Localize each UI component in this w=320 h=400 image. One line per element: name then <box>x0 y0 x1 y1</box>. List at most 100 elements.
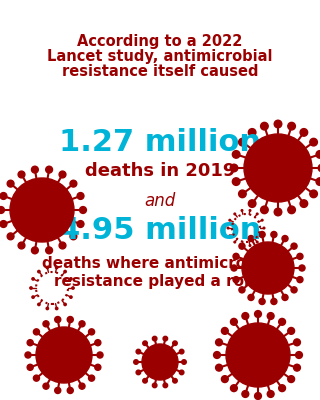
Circle shape <box>242 390 249 398</box>
Circle shape <box>293 339 300 346</box>
Circle shape <box>182 360 186 364</box>
Circle shape <box>25 352 31 358</box>
Circle shape <box>37 302 41 306</box>
Circle shape <box>279 385 285 392</box>
Circle shape <box>230 385 237 392</box>
Circle shape <box>297 276 303 283</box>
Circle shape <box>0 206 4 214</box>
Circle shape <box>71 286 75 290</box>
Circle shape <box>242 242 294 294</box>
Circle shape <box>213 352 220 358</box>
Circle shape <box>143 378 147 383</box>
Circle shape <box>300 129 308 136</box>
Circle shape <box>55 316 61 322</box>
Circle shape <box>249 209 252 212</box>
Circle shape <box>279 318 285 325</box>
Circle shape <box>293 364 300 371</box>
Circle shape <box>288 206 295 214</box>
Circle shape <box>288 122 295 130</box>
Circle shape <box>242 312 249 320</box>
Circle shape <box>142 344 178 380</box>
Circle shape <box>36 327 92 383</box>
Circle shape <box>231 265 237 271</box>
Circle shape <box>249 244 252 247</box>
Circle shape <box>55 306 59 310</box>
Circle shape <box>69 277 73 281</box>
Circle shape <box>55 266 59 270</box>
Circle shape <box>228 234 231 237</box>
Circle shape <box>248 129 256 136</box>
Circle shape <box>255 392 261 400</box>
Circle shape <box>316 151 320 158</box>
Text: Lancet study, antimicrobial: Lancet study, antimicrobial <box>47 49 273 64</box>
Circle shape <box>79 321 85 327</box>
Circle shape <box>67 316 73 322</box>
Text: deaths where antimicrobial: deaths where antimicrobial <box>42 256 278 271</box>
Circle shape <box>63 270 67 274</box>
Circle shape <box>261 219 264 222</box>
Circle shape <box>31 166 38 173</box>
Circle shape <box>232 151 240 158</box>
Circle shape <box>0 221 7 228</box>
Circle shape <box>95 364 101 370</box>
Text: resistance played a role.: resistance played a role. <box>54 274 266 289</box>
Circle shape <box>310 190 317 198</box>
Circle shape <box>221 328 228 334</box>
Circle shape <box>136 370 141 375</box>
Circle shape <box>33 375 39 381</box>
Text: and: and <box>144 192 176 210</box>
Circle shape <box>271 232 277 238</box>
Circle shape <box>89 329 95 335</box>
Circle shape <box>239 138 246 146</box>
Circle shape <box>233 253 239 260</box>
Circle shape <box>248 294 254 300</box>
Circle shape <box>248 200 256 207</box>
Circle shape <box>152 336 157 341</box>
Circle shape <box>77 192 84 199</box>
Circle shape <box>10 178 74 242</box>
Circle shape <box>46 166 52 173</box>
Circle shape <box>300 200 308 207</box>
Circle shape <box>46 247 52 254</box>
Circle shape <box>233 240 236 244</box>
Circle shape <box>226 323 290 387</box>
Circle shape <box>259 232 265 238</box>
Circle shape <box>7 180 14 187</box>
Circle shape <box>134 360 138 364</box>
Circle shape <box>230 318 237 325</box>
Circle shape <box>260 122 268 130</box>
Circle shape <box>173 378 177 383</box>
Circle shape <box>233 276 239 283</box>
Circle shape <box>63 302 67 306</box>
Circle shape <box>240 209 244 212</box>
Circle shape <box>70 233 77 240</box>
Circle shape <box>227 226 229 230</box>
Circle shape <box>55 388 61 394</box>
Circle shape <box>163 336 168 341</box>
Circle shape <box>33 329 39 335</box>
Circle shape <box>296 352 302 358</box>
Circle shape <box>262 226 266 230</box>
Circle shape <box>310 138 317 146</box>
Text: deaths in 2019: deaths in 2019 <box>85 162 235 180</box>
Circle shape <box>95 340 101 346</box>
Circle shape <box>70 180 77 187</box>
Circle shape <box>136 349 141 354</box>
Circle shape <box>239 287 245 293</box>
Circle shape <box>89 375 95 381</box>
Circle shape <box>7 233 14 240</box>
Circle shape <box>221 376 228 382</box>
Circle shape <box>18 171 25 178</box>
Circle shape <box>77 221 84 228</box>
Circle shape <box>259 298 265 304</box>
Circle shape <box>299 265 305 271</box>
Circle shape <box>291 243 297 249</box>
Circle shape <box>97 352 103 358</box>
Circle shape <box>267 390 274 398</box>
Circle shape <box>316 178 320 185</box>
Circle shape <box>255 310 261 318</box>
Circle shape <box>69 295 73 299</box>
Circle shape <box>0 192 7 199</box>
Circle shape <box>256 240 259 244</box>
Circle shape <box>37 270 41 274</box>
